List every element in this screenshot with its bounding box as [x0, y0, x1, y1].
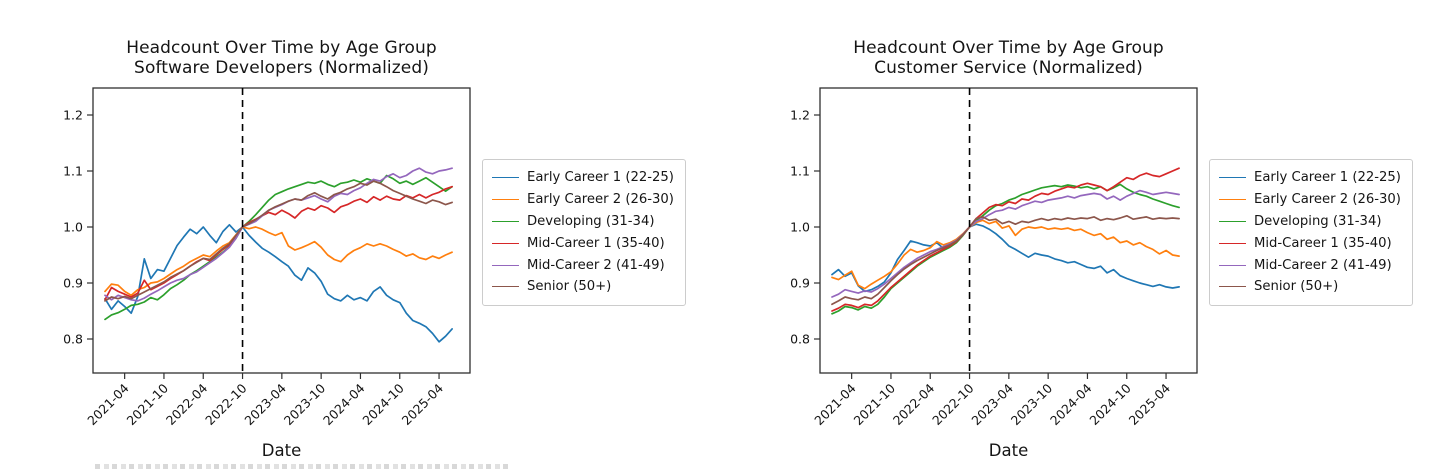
legend-item: Mid-Career 1 (35-40) — [1219, 232, 1401, 254]
legend-item: Senior (50+) — [492, 276, 674, 298]
x-tick-label: 2021-04 — [84, 380, 132, 428]
y-tick-label: 1.1 — [790, 164, 810, 179]
legend-line-swatch — [1219, 264, 1246, 266]
legend-line-swatch — [1219, 199, 1246, 201]
series-line-early-career-1-22-25- — [831, 223, 1180, 293]
y-axis-ticks: 0.8 0.9 1.0 1.1 1.2 — [63, 108, 93, 347]
x-tick-label: 2022-04 — [163, 380, 211, 428]
x-tick-label: 2024-10 — [359, 380, 407, 428]
y-tick-label: 1.2 — [63, 108, 83, 123]
legend: Early Career 1 (22-25) Early Career 2 (26… — [1209, 159, 1413, 306]
legend-label: Early Career 2 (26-30) — [527, 192, 674, 208]
legend-item: Mid-Career 2 (41-49) — [1219, 254, 1401, 276]
legend-line-swatch — [492, 264, 519, 266]
x-axis-label: Date — [261, 441, 302, 460]
series-line-early-career-2-26-30- — [831, 219, 1180, 290]
series-line-senior-50- — [104, 180, 453, 302]
y-tick-label: 0.9 — [790, 276, 810, 291]
legend-item: Developing (31-34) — [492, 211, 674, 233]
legend-line-swatch — [492, 220, 519, 222]
legend-label: Early Career 2 (26-30) — [1254, 192, 1401, 208]
legend-label: Mid-Career 1 (35-40) — [1254, 235, 1392, 251]
legend-line-swatch — [1219, 286, 1246, 288]
legend-item: Developing (31-34) — [1219, 211, 1401, 233]
chart-title: Headcount Over Time by Age Group Softwar… — [93, 38, 470, 78]
series-line-mid-career-1-35-40- — [831, 167, 1180, 312]
plot-area: 0.8 0.9 1.0 1.1 1.2 2021-042021-102022-042022… — [63, 87, 471, 428]
y-tick-label: 0.8 — [63, 332, 83, 347]
legend-item: Early Career 1 (22-25) — [1219, 167, 1401, 189]
cropped-caption-artifact — [95, 464, 510, 469]
chart-subtitle: Software Developers (Normalized) — [134, 58, 429, 78]
y-tick-label: 1.2 — [790, 108, 810, 123]
x-tick-label: 2023-04 — [241, 380, 289, 428]
x-tick-label: 2022-10 — [202, 380, 250, 428]
legend-label: Developing (31-34) — [1254, 213, 1382, 229]
y-tick-label: 0.8 — [790, 332, 810, 347]
y-tick-label: 1.1 — [63, 164, 83, 179]
x-tick-label: 2022-10 — [929, 380, 977, 428]
legend-label: Senior (50+) — [527, 279, 612, 295]
legend-item: Early Career 2 (26-30) — [492, 189, 674, 211]
legend-label: Senior (50+) — [1254, 279, 1339, 295]
chart-software-developers: Headcount Over Time by Age Group Softwar… — [63, 38, 686, 460]
legend-label: Early Career 1 (22-25) — [1254, 170, 1401, 186]
x-tick-label: 2022-04 — [890, 380, 938, 428]
y-tick-label: 1.0 — [790, 220, 810, 235]
chart-customer-service: Headcount Over Time by Age Group Custome… — [727, 0, 1456, 469]
legend: Early Career 1 (22-25) Early Career 2 (26… — [482, 159, 686, 306]
series-line-early-career-1-22-25- — [104, 223, 453, 343]
x-axis-ticks: 2021-042021-102022-042022-102023-042023-… — [84, 373, 446, 428]
x-tick-label: 2023-10 — [1008, 380, 1056, 428]
axes-frame — [819, 87, 1198, 374]
legend-line-swatch — [492, 199, 519, 201]
legend-line-swatch — [492, 177, 519, 179]
x-tick-label: 2024-04 — [1047, 380, 1095, 428]
legend-item: Mid-Career 1 (35-40) — [492, 232, 674, 254]
x-tick-label: 2023-10 — [281, 380, 329, 428]
series-line-mid-career-1-35-40- — [104, 185, 453, 301]
x-tick-label: 2024-10 — [1086, 380, 1134, 428]
chart-title-line1: Headcount Over Time by Age Group — [853, 38, 1164, 58]
series-line-early-career-2-26-30- — [104, 226, 453, 297]
axes-frame — [92, 87, 471, 374]
x-tick-label: 2021-10 — [851, 380, 899, 428]
series-line-senior-50- — [831, 214, 1180, 306]
legend-item: Senior (50+) — [1219, 276, 1401, 298]
legend-item: Early Career 1 (22-25) — [492, 167, 674, 189]
x-axis-label: Date — [988, 441, 1029, 460]
chart-title-line1: Headcount Over Time by Age Group — [126, 38, 437, 58]
x-tick-label: 2021-04 — [811, 380, 859, 428]
x-tick-label: 2024-04 — [320, 380, 368, 428]
legend-line-swatch — [1219, 242, 1246, 244]
legend-line-swatch — [1219, 177, 1246, 179]
series-line-developing-31-34- — [104, 174, 453, 321]
legend-line-swatch — [492, 286, 519, 288]
legend-line-swatch — [492, 242, 519, 244]
y-tick-label: 0.9 — [63, 276, 83, 291]
series-line-developing-31-34- — [831, 183, 1180, 315]
legend-label: Early Career 1 (22-25) — [527, 170, 674, 186]
legend-label: Mid-Career 2 (41-49) — [527, 257, 665, 273]
x-tick-label: 2025-04 — [399, 380, 447, 428]
y-tick-label: 1.0 — [63, 220, 83, 235]
legend-label: Mid-Career 1 (35-40) — [527, 235, 665, 251]
series-lines — [104, 167, 453, 343]
x-tick-label: 2021-10 — [124, 380, 172, 428]
x-tick-label: 2023-04 — [968, 380, 1016, 428]
legend-item: Mid-Career 2 (41-49) — [492, 254, 674, 276]
x-tick-label: 2025-04 — [1126, 380, 1174, 428]
y-axis-ticks: 0.8 0.9 1.0 1.1 1.2 — [790, 108, 820, 347]
legend-label: Mid-Career 2 (41-49) — [1254, 257, 1392, 273]
series-line-mid-career-2-41-49- — [831, 189, 1180, 298]
legend-line-swatch — [1219, 220, 1246, 222]
x-axis-ticks: 2021-042021-102022-042022-102023-042023-… — [811, 373, 1173, 428]
legend-item: Early Career 2 (26-30) — [1219, 189, 1401, 211]
chart-title: Headcount Over Time by Age Group Custome… — [820, 38, 1197, 78]
legend-label: Developing (31-34) — [527, 213, 655, 229]
chart-subtitle: Customer Service (Normalized) — [874, 58, 1143, 78]
series-lines — [831, 167, 1180, 315]
plot-area: 0.8 0.9 1.0 1.1 1.2 2021-042021-102022-042022… — [790, 87, 1198, 428]
